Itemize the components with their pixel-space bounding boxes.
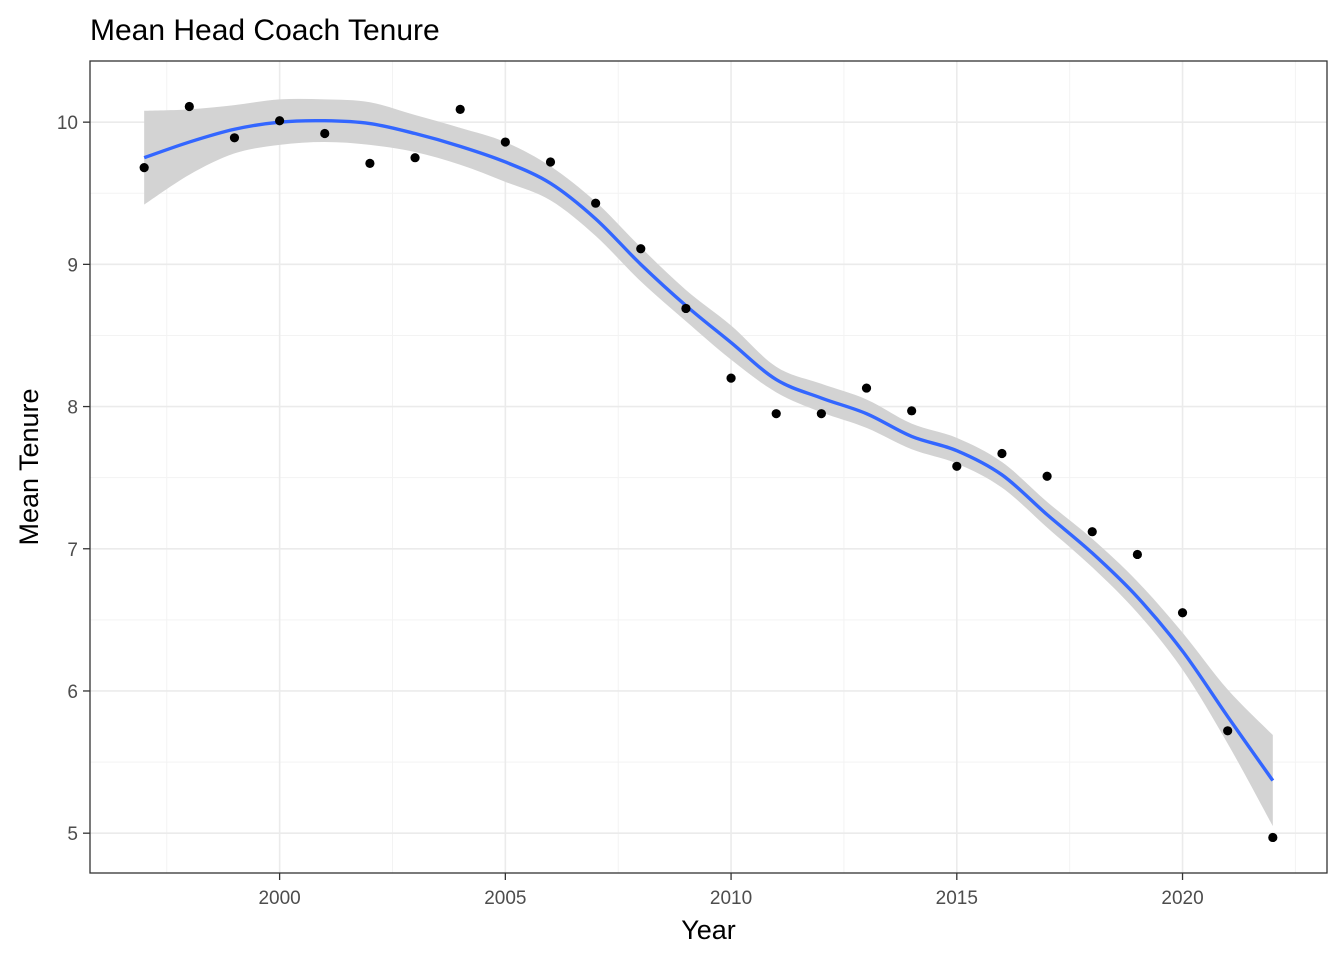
data-point [320,128,330,139]
panel-background [90,61,1327,873]
data-point [997,448,1007,459]
data-point [455,104,465,114]
y-tick-label: 10 [57,113,78,134]
data-point [184,101,194,112]
data-points [139,101,1278,843]
y-tick-label: 9 [67,255,78,276]
data-point [861,383,872,393]
data-point [636,244,646,254]
x-tick-label: 2000 [258,888,300,909]
data-point [1132,549,1142,560]
smooth-line-layer [143,118,1275,782]
smooth-line [143,118,1275,782]
y-tick-label: 5 [67,824,78,845]
data-point [365,158,375,168]
data-point [229,133,240,143]
data-point [1268,832,1278,843]
x-tick-label: 2020 [1161,888,1203,909]
x-tick-label: 2005 [484,888,526,909]
data-point [591,198,601,208]
data-point [726,373,736,383]
data-point [1177,608,1188,618]
y-tick-label: 6 [67,682,78,703]
x-axis-title: Year [681,915,736,945]
x-tick-label: 2010 [710,888,752,909]
data-point [1087,527,1097,537]
data-point [1223,726,1233,736]
data-point [275,116,285,126]
data-point [771,409,781,419]
data-point [952,461,962,471]
y-axis-title: Mean Tenure [14,388,44,545]
data-point [816,409,826,419]
chart-title: Mean Head Coach Tenure [90,14,440,47]
data-point [139,163,149,173]
grid [90,61,1327,873]
x-axis: 2000 2005 2010 2015 2020 [258,873,1204,909]
data-point [545,157,556,167]
y-tick-label: 8 [67,398,78,419]
data-point [410,153,420,163]
data-point [1042,471,1052,481]
data-point [500,137,510,147]
data-point [907,406,917,416]
y-tick-label: 7 [67,540,78,561]
y-axis: 5 6 7 8 9 10 [57,113,90,845]
panel-border [89,60,1328,874]
x-tick-label: 2015 [936,888,978,909]
data-point [681,303,691,314]
